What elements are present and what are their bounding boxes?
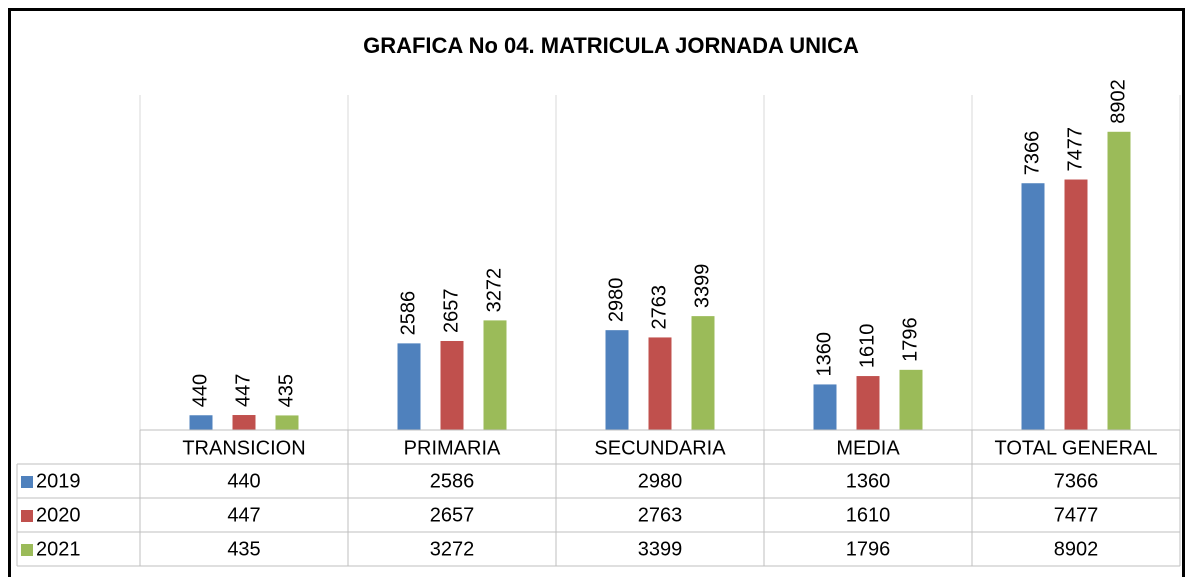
- data-label: 2657: [440, 288, 462, 333]
- bar: [483, 320, 507, 430]
- data-label: 447: [232, 374, 254, 407]
- table-value: 1796: [846, 538, 891, 560]
- bar: [648, 337, 672, 430]
- data-label: 8902: [1107, 79, 1129, 124]
- table-value: 2657: [430, 504, 475, 526]
- legend-key: [21, 544, 33, 556]
- bar: [856, 376, 880, 430]
- bar: [1064, 179, 1088, 430]
- x-tick-label: PRIMARIA: [404, 437, 501, 459]
- bar: [189, 415, 213, 430]
- data-label: 440: [189, 374, 211, 407]
- table-value: 447: [227, 504, 260, 526]
- x-tick-label: TOTAL GENERAL: [994, 437, 1157, 459]
- table-value: 2763: [638, 504, 683, 526]
- bar: [440, 340, 464, 430]
- x-tick-label: TRANSICION: [182, 437, 305, 459]
- data-label: 7366: [1021, 131, 1043, 176]
- table-value: 435: [227, 538, 260, 560]
- data-label: 2763: [648, 285, 670, 330]
- data-label: 1796: [899, 317, 921, 362]
- x-tick-label: MEDIA: [836, 437, 900, 459]
- bar: [275, 415, 299, 430]
- table-value: 2586: [430, 470, 475, 492]
- data-label: 2586: [397, 291, 419, 336]
- bar: [232, 415, 256, 430]
- bar: [397, 343, 421, 430]
- table-value: 7477: [1054, 504, 1099, 526]
- legend-label: 2021: [36, 538, 81, 560]
- table-value: 3399: [638, 538, 683, 560]
- data-label: 1610: [856, 324, 878, 369]
- table-value: 8902: [1054, 538, 1099, 560]
- bar: [1107, 131, 1131, 430]
- legend-key: [21, 510, 33, 522]
- table-value: 440: [227, 470, 260, 492]
- data-label: 1360: [813, 332, 835, 377]
- bar: [899, 369, 923, 430]
- bar: [691, 316, 715, 430]
- table-value: 7366: [1054, 470, 1099, 492]
- legend-key: [21, 476, 33, 488]
- table-value: 1610: [846, 504, 891, 526]
- data-label: 3272: [483, 268, 505, 313]
- legend-label: 2020: [36, 504, 81, 526]
- bar: [605, 330, 629, 430]
- data-label: 7477: [1064, 127, 1086, 172]
- data-label: 3399: [691, 264, 713, 309]
- table-value: 2980: [638, 470, 683, 492]
- legend-label: 2019: [36, 470, 81, 492]
- data-label: 2980: [605, 278, 627, 323]
- table-value: 3272: [430, 538, 475, 560]
- bar: [1021, 183, 1045, 430]
- chart-title: GRAFICA No 04. MATRICULA JORNADA UNICA: [363, 33, 859, 58]
- chart-border: [8, 8, 1185, 577]
- data-label: 435: [275, 374, 297, 407]
- bar: [813, 384, 837, 430]
- table-value: 1360: [846, 470, 891, 492]
- x-tick-label: SECUNDARIA: [594, 437, 726, 459]
